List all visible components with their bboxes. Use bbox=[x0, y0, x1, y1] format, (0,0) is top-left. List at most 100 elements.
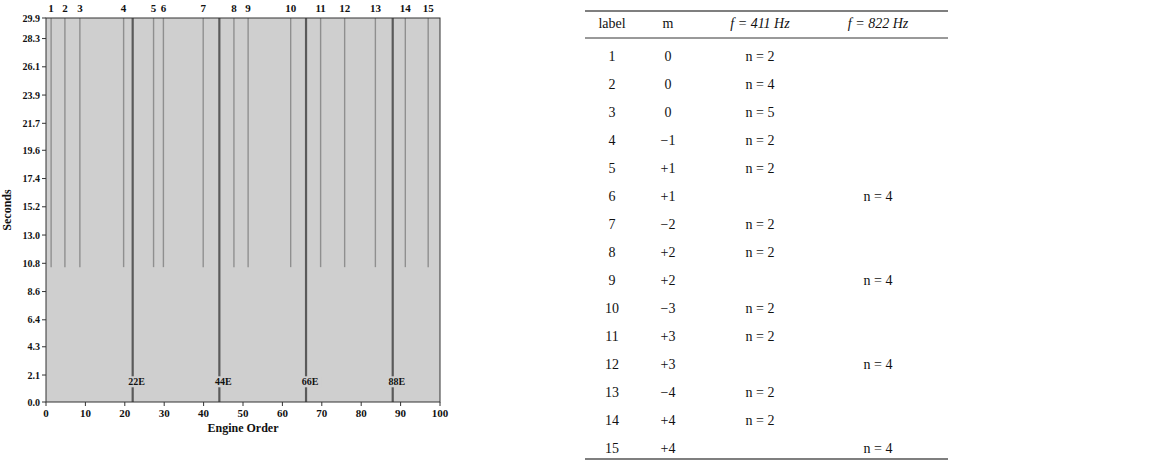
table-cell: 0 bbox=[665, 49, 672, 64]
table-cell: −3 bbox=[661, 301, 676, 316]
y-tick bbox=[42, 150, 46, 151]
table-cell: 0 bbox=[665, 105, 672, 120]
y-tick-label: 8.6 bbox=[28, 286, 41, 297]
y-tick-label: 28.3 bbox=[23, 33, 41, 44]
table-cell: n = 4 bbox=[746, 77, 775, 92]
annotation-patch bbox=[212, 376, 234, 387]
y-tick bbox=[42, 235, 46, 236]
table-cell: 5 bbox=[609, 161, 616, 176]
line-label: 15 bbox=[423, 2, 435, 14]
x-axis-title: Engine Order bbox=[208, 421, 280, 435]
column-head: f = 411 Hz bbox=[730, 16, 790, 31]
table-cell: 7 bbox=[609, 217, 616, 232]
x-tick bbox=[46, 402, 47, 406]
order-line bbox=[344, 18, 345, 267]
table-cell: +2 bbox=[661, 245, 676, 260]
order-line bbox=[163, 18, 164, 267]
annotation-patch bbox=[126, 376, 148, 387]
x-tick bbox=[243, 402, 244, 406]
order-line bbox=[203, 18, 204, 267]
line-label: 9 bbox=[245, 2, 251, 14]
y-tick bbox=[42, 291, 46, 292]
x-tick bbox=[164, 402, 165, 406]
x-tick bbox=[321, 402, 322, 406]
line-label: 12 bbox=[339, 2, 351, 14]
table-cell: n = 2 bbox=[746, 217, 775, 232]
table-cell: 13 bbox=[605, 385, 619, 400]
y-tick-label: 17.4 bbox=[23, 173, 41, 184]
y-axis-title: Seconds bbox=[0, 189, 14, 231]
x-tick bbox=[124, 402, 125, 406]
table-cell: 9 bbox=[609, 273, 616, 288]
y-tick-label: 15.2 bbox=[23, 201, 41, 212]
annotation: 88E bbox=[388, 376, 405, 387]
y-tick bbox=[42, 375, 46, 376]
order-line bbox=[50, 18, 51, 267]
line-label: 6 bbox=[161, 2, 167, 14]
order-line bbox=[405, 18, 406, 267]
annotation-patch bbox=[386, 376, 408, 387]
engine-order-line bbox=[132, 18, 134, 402]
line-label: 1 bbox=[48, 2, 54, 14]
order-line bbox=[233, 18, 234, 267]
y-tick-label: 10.8 bbox=[23, 258, 41, 269]
x-tick-label: 0 bbox=[43, 407, 49, 419]
x-tick-label: 40 bbox=[198, 407, 210, 419]
x-tick bbox=[400, 402, 401, 406]
order-line bbox=[153, 18, 154, 267]
x-tick-label: 100 bbox=[432, 407, 449, 419]
table-cell: n = 4 bbox=[864, 273, 893, 288]
table-cell: n = 2 bbox=[746, 133, 775, 148]
y-tick-label: 23.9 bbox=[23, 90, 41, 101]
y-tick-label: 0.0 bbox=[28, 397, 41, 408]
table-cell: n = 2 bbox=[746, 245, 775, 260]
y-tick bbox=[42, 123, 46, 124]
x-tick bbox=[361, 402, 362, 406]
table-cell: 4 bbox=[609, 133, 616, 148]
annotation: 66E bbox=[302, 376, 319, 387]
x-tick bbox=[440, 402, 441, 406]
order-line bbox=[290, 18, 291, 267]
annotation: 22E bbox=[128, 376, 145, 387]
plot-marks bbox=[51, 18, 428, 402]
table-cell: 10 bbox=[605, 301, 619, 316]
table-cell: +4 bbox=[661, 441, 676, 456]
order-line bbox=[320, 18, 321, 267]
line-label: 10 bbox=[285, 2, 297, 14]
table-cell: n = 2 bbox=[746, 49, 775, 64]
table-cell: n = 4 bbox=[864, 189, 893, 204]
line-label: 7 bbox=[200, 2, 206, 14]
table-cell: +3 bbox=[661, 357, 676, 372]
table-cell: n = 5 bbox=[746, 105, 775, 120]
order-line bbox=[375, 18, 376, 267]
x-tick-label: 10 bbox=[80, 407, 92, 419]
engine-order-line bbox=[218, 18, 220, 402]
y-tick-label: 13.0 bbox=[23, 230, 41, 241]
line-label: 4 bbox=[121, 2, 127, 14]
x-tick-label: 90 bbox=[395, 407, 407, 419]
order-line bbox=[123, 18, 124, 267]
order-line bbox=[427, 18, 428, 267]
y-tick bbox=[42, 95, 46, 96]
table-cell: +3 bbox=[661, 329, 676, 344]
y-tick-label: 29.9 bbox=[23, 13, 41, 24]
table-cell: n = 2 bbox=[746, 161, 775, 176]
x-tick-label: 60 bbox=[277, 407, 289, 419]
table-cell: 8 bbox=[609, 245, 616, 260]
y-tick-label: 4.3 bbox=[28, 341, 41, 352]
table-rule bbox=[585, 10, 948, 11]
table-cell: +4 bbox=[661, 413, 676, 428]
column-head: label bbox=[598, 16, 625, 31]
table-cell: −2 bbox=[661, 217, 676, 232]
line-label: 5 bbox=[151, 2, 157, 14]
y-tick-label: 26.1 bbox=[23, 61, 41, 72]
y-tick bbox=[42, 178, 46, 179]
y-tick-label: 21.7 bbox=[23, 118, 41, 129]
table-cell: n = 2 bbox=[746, 413, 775, 428]
table-cell: +1 bbox=[661, 189, 676, 204]
order-line bbox=[64, 18, 65, 267]
engine-order-line bbox=[305, 18, 307, 402]
line-label: 3 bbox=[77, 2, 83, 14]
x-tick bbox=[85, 402, 86, 406]
figure: 01020304050607080901000.02.14.36.48.610.… bbox=[0, 0, 1164, 464]
